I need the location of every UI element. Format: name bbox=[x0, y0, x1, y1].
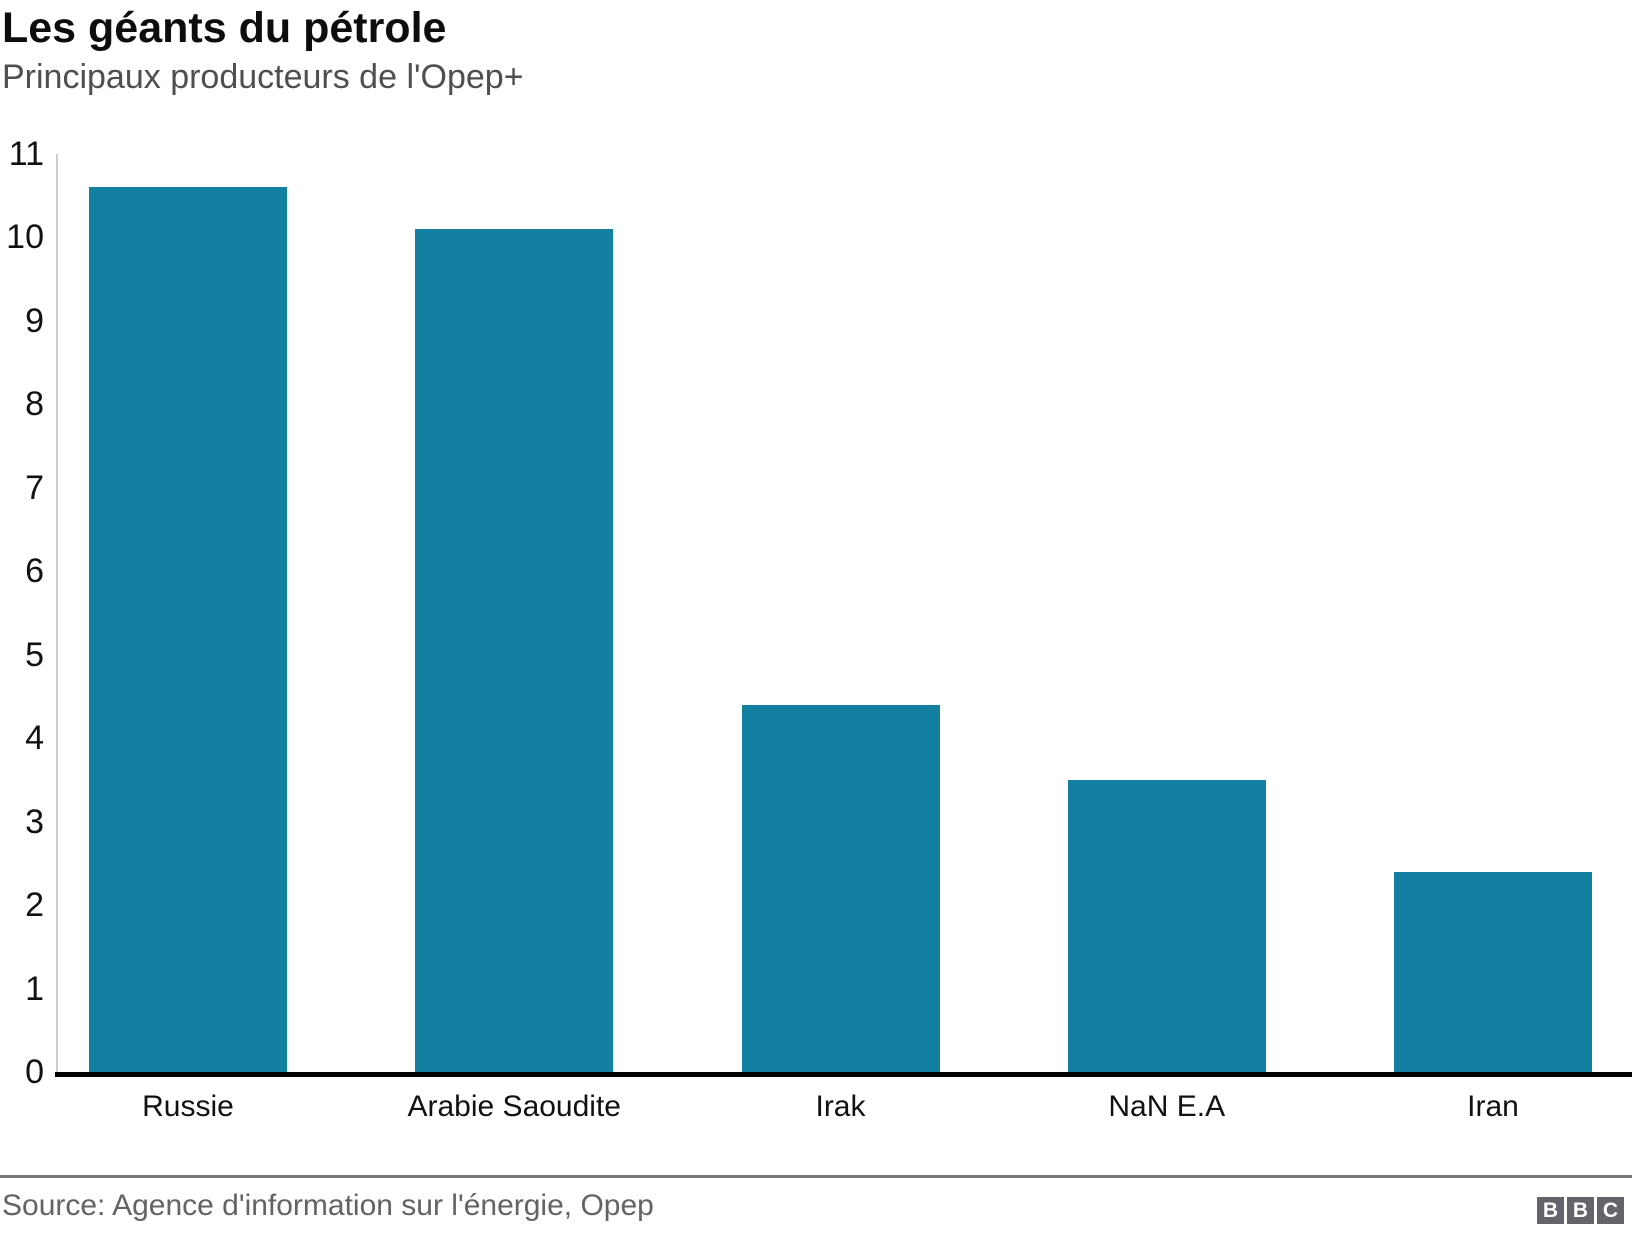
x-axis-label-iran: Iran bbox=[1467, 1090, 1519, 1123]
y-axis-tick-label-10: 10 bbox=[6, 218, 44, 257]
source-text: Source: Agence d'information sur l'énerg… bbox=[2, 1189, 654, 1222]
footer-divider bbox=[0, 1175, 1632, 1178]
y-axis-tick-label-4: 4 bbox=[25, 719, 44, 758]
bar-nan-e-a bbox=[1067, 779, 1266, 1072]
y-axis-line bbox=[56, 154, 58, 1072]
y-axis-tick-label-1: 1 bbox=[25, 969, 44, 1008]
bar-iran bbox=[1394, 871, 1592, 1072]
y-axis-tick-label-8: 8 bbox=[25, 385, 44, 424]
y-axis-tick-label-6: 6 bbox=[25, 552, 44, 591]
y-axis-tick-label-9: 9 bbox=[25, 301, 44, 340]
x-axis-line bbox=[55, 1072, 1632, 1077]
chart-title: Les géants du pétrole bbox=[2, 4, 447, 52]
y-axis-tick-label-5: 5 bbox=[25, 635, 44, 674]
bar-arabie-saoudite bbox=[415, 229, 614, 1072]
y-axis-tick-label-3: 3 bbox=[25, 802, 44, 841]
y-axis-tick-label-7: 7 bbox=[25, 468, 44, 507]
chart-subtitle: Principaux producteurs de l'Opep+ bbox=[2, 58, 524, 96]
y-axis-tick-label-2: 2 bbox=[25, 886, 44, 925]
bbc-logo-block-2: B bbox=[1567, 1197, 1594, 1224]
bbc-logo-block-1: B bbox=[1537, 1197, 1564, 1224]
y-axis-tick-label-11: 11 bbox=[8, 135, 44, 173]
x-axis-label-irak: Irak bbox=[815, 1090, 866, 1123]
x-axis-label-arabie-saoudite: Arabie Saoudite bbox=[407, 1090, 622, 1123]
x-axis-label-nan-e-a: NaN E.A bbox=[1108, 1090, 1226, 1123]
bar-russie bbox=[89, 187, 287, 1072]
x-axis-label-russie: Russie bbox=[142, 1090, 234, 1123]
y-axis-tick-label-0: 0 bbox=[25, 1053, 44, 1091]
bbc-logo-block-3: C bbox=[1597, 1197, 1624, 1224]
bar-irak bbox=[741, 704, 940, 1072]
